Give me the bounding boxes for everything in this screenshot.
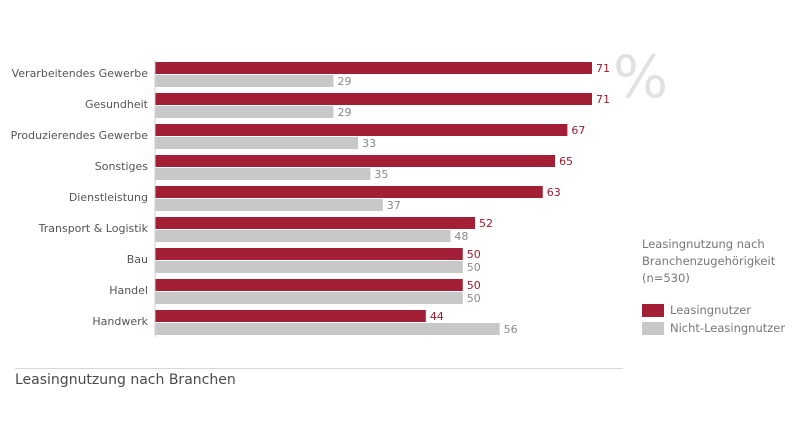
bar-nicht-leasingnutzer-produzierendes-gewerbe <box>155 137 359 149</box>
value-label-nicht-leasingnutzer-handwerk: 56 <box>504 323 518 336</box>
bar-leasingnutzer-gesundheit <box>155 93 592 105</box>
bar-nicht-leasingnutzer-verarbeitendes-gewerbe <box>155 75 334 87</box>
bar-nicht-leasingnutzer-dienstleistung <box>155 199 383 211</box>
legend-swatch-nicht-leasingnutzer <box>642 321 664 335</box>
value-label-leasingnutzer-handel: 50 <box>467 279 481 292</box>
value-label-nicht-leasingnutzer-dienstleistung: 37 <box>387 199 401 212</box>
value-label-nicht-leasingnutzer-gesundheit: 29 <box>337 106 351 119</box>
legend-label-leasingnutzer: Leasingnutzer <box>670 303 752 317</box>
bar-leasingnutzer-handwerk <box>155 310 426 322</box>
value-label-nicht-leasingnutzer-verarbeitendes-gewerbe: 29 <box>337 75 351 88</box>
bar-leasingnutzer-bau <box>155 248 463 260</box>
category-label-transport-logistik: Transport & Logistik <box>38 222 149 235</box>
value-label-leasingnutzer-gesundheit: 71 <box>596 93 610 106</box>
caption-rule <box>15 368 623 369</box>
value-label-leasingnutzer-produzierendes-gewerbe: 67 <box>571 124 585 137</box>
legend-title: Leasingnutzung nach Branchenzugehörigkei… <box>642 236 798 287</box>
bar-leasingnutzer-dienstleistung <box>155 186 543 198</box>
bar-leasingnutzer-transport-logistik <box>155 217 476 229</box>
bar-leasingnutzer-produzierendes-gewerbe <box>155 124 568 136</box>
legend-item-leasingnutzer: Leasingnutzer <box>642 301 798 319</box>
category-label-verarbeitendes-gewerbe: Verarbeitendes Gewerbe <box>12 67 149 80</box>
category-label-bau: Bau <box>127 253 148 266</box>
bar-nicht-leasingnutzer-gesundheit <box>155 106 334 118</box>
bar-leasingnutzer-verarbeitendes-gewerbe <box>155 62 592 74</box>
bar-nicht-leasingnutzer-bau <box>155 261 463 273</box>
value-label-nicht-leasingnutzer-handel: 50 <box>467 292 481 305</box>
bar-nicht-leasingnutzer-sonstiges <box>155 168 371 180</box>
legend-label-nicht-leasingnutzer: Nicht-Leasingnutzer <box>670 321 786 335</box>
category-label-handwerk: Handwerk <box>92 315 148 328</box>
bar-nicht-leasingnutzer-handel <box>155 292 463 304</box>
bar-leasingnutzer-handel <box>155 279 463 291</box>
legend-title-line-2: Branchenzugehörigkeit <box>642 254 776 268</box>
bar-nicht-leasingnutzer-transport-logistik <box>155 230 451 242</box>
value-label-nicht-leasingnutzer-produzierendes-gewerbe: 33 <box>362 137 376 150</box>
chart-caption: Leasingnutzung nach Branchen <box>15 372 236 388</box>
category-label-produzierendes-gewerbe: Produzierendes Gewerbe <box>11 129 149 142</box>
bar-nicht-leasingnutzer-handwerk <box>155 323 500 335</box>
legend-swatch-leasingnutzer <box>642 303 664 317</box>
value-label-leasingnutzer-bau: 50 <box>467 248 481 261</box>
value-label-leasingnutzer-dienstleistung: 63 <box>547 186 561 199</box>
value-label-nicht-leasingnutzer-sonstiges: 35 <box>374 168 388 181</box>
value-label-leasingnutzer-handwerk: 44 <box>430 310 444 323</box>
category-label-handel: Handel <box>109 284 148 297</box>
legend-item-nicht-leasingnutzer: Nicht-Leasingnutzer <box>642 319 798 337</box>
value-label-nicht-leasingnutzer-bau: 50 <box>467 261 481 274</box>
value-label-leasingnutzer-sonstiges: 65 <box>559 155 573 168</box>
category-label-gesundheit: Gesundheit <box>85 98 149 111</box>
value-label-leasingnutzer-transport-logistik: 52 <box>479 217 493 230</box>
legend-title-line-1: Leasingnutzung nach <box>642 237 765 251</box>
bar-leasingnutzer-sonstiges <box>155 155 556 167</box>
value-label-nicht-leasingnutzer-transport-logistik: 48 <box>454 230 468 243</box>
category-label-sonstiges: Sonstiges <box>95 160 149 173</box>
category-label-dienstleistung: Dienstleistung <box>69 191 148 204</box>
legend: Leasingnutzung nach Branchenzugehörigkei… <box>642 236 798 337</box>
value-label-leasingnutzer-verarbeitendes-gewerbe: 71 <box>596 62 610 75</box>
legend-title-line-3: (n=530) <box>642 271 690 285</box>
percent-watermark: % <box>613 43 669 111</box>
